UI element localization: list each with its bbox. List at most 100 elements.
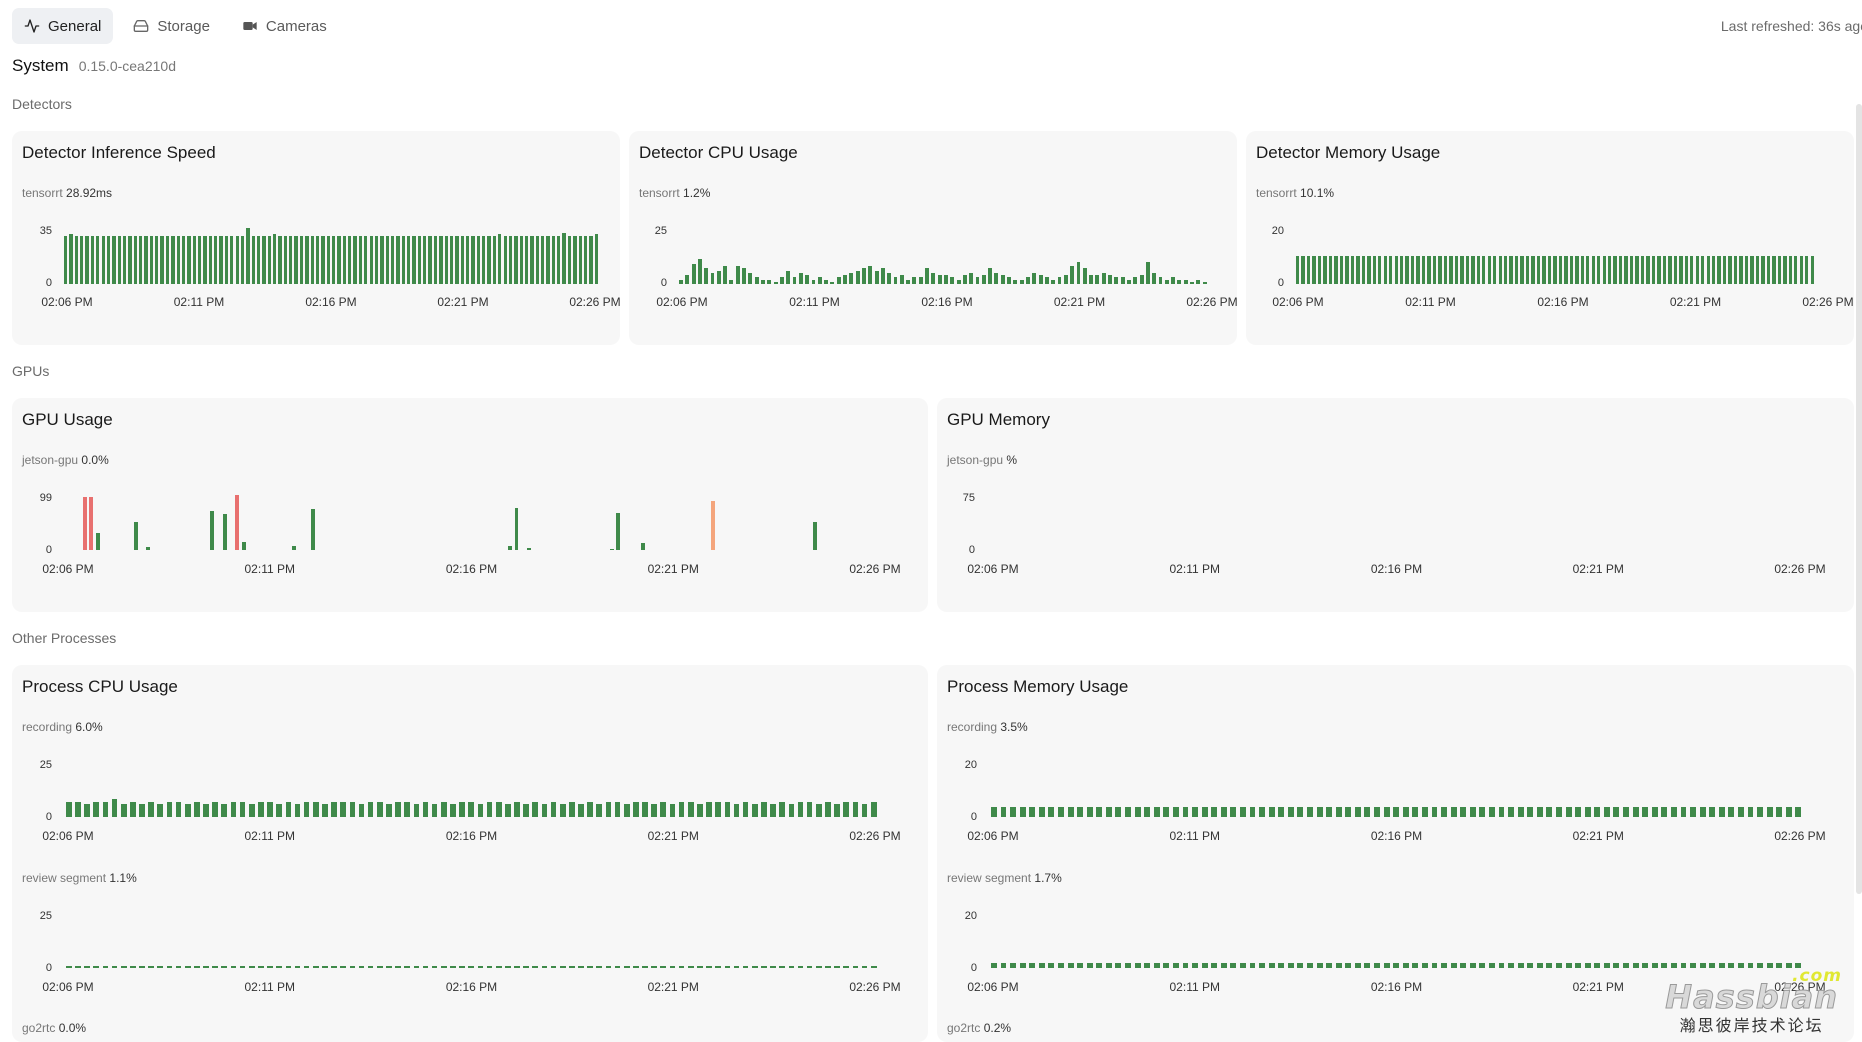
chart-bar (532, 965, 539, 968)
chart-bar (468, 965, 475, 968)
chart-bar (1230, 807, 1237, 817)
chart-bar (423, 236, 427, 284)
chart-bar (349, 801, 356, 817)
chart-bar (1307, 963, 1313, 968)
chart-bar (706, 965, 712, 968)
chart-bar (311, 509, 316, 550)
chart-bar (1662, 256, 1667, 284)
chart-bar (466, 236, 470, 284)
chart-bar (587, 965, 593, 968)
chart-bar (401, 236, 405, 284)
x-tick-label: 02:26 PM (1774, 980, 1826, 994)
chart-bar (476, 236, 481, 284)
chart-bar (1323, 256, 1327, 284)
chart-bar (380, 236, 384, 284)
series-name: jetson-gpu (947, 453, 1004, 467)
x-tick-label: 02:06 PM (967, 980, 1019, 994)
chart-bar (1757, 963, 1764, 968)
chart-bar (1603, 963, 1610, 968)
chart-bar (1712, 256, 1716, 284)
chart-bar (1783, 256, 1787, 284)
bar-area (679, 228, 1209, 284)
chart-bar (1249, 963, 1256, 968)
tab-cameras[interactable]: Cameras (230, 8, 339, 44)
chart-bar (893, 277, 898, 284)
chart-bar (1536, 807, 1543, 817)
chart-bar (348, 236, 352, 284)
chart-bar (303, 801, 310, 817)
chart-bar (843, 801, 850, 817)
chart-bar (906, 279, 911, 284)
x-tick-label: 02:21 PM (647, 562, 699, 576)
card-gpu-usage: GPU Usage jetson-gpu 0.0% 99 0 02:06 PM 0… (12, 398, 928, 612)
tab-storage-label: Storage (157, 17, 210, 35)
chart-bar (1591, 256, 1595, 284)
card-title: GPU Memory (947, 410, 1050, 429)
activity-icon (24, 19, 40, 33)
chart-bar (273, 234, 277, 284)
chart-bar (331, 801, 337, 817)
chart-bar (1172, 963, 1179, 968)
series-label: tensorrt 10.1% (1256, 186, 1334, 200)
chart-bar (471, 236, 475, 284)
chart-bar (1177, 279, 1182, 284)
x-tick-label: 02:11 PM (1169, 980, 1220, 994)
chart-bar (1089, 275, 1094, 284)
chart-bar (508, 545, 513, 550)
chart-bar (1629, 256, 1634, 284)
chart-bar (1044, 277, 1049, 284)
chart-bar (369, 236, 373, 284)
chart-bar (239, 801, 246, 817)
chart-bar (1383, 256, 1387, 284)
chart-bar (1249, 807, 1256, 817)
chart-bar (146, 546, 151, 550)
chart-bar (1441, 963, 1448, 968)
chart-bar (1115, 963, 1122, 968)
tab-storage[interactable]: Storage (121, 8, 222, 44)
vertical-scrollbar[interactable] (1856, 104, 1862, 894)
series-value: 1.2% (683, 186, 711, 200)
chart-bar (1345, 807, 1352, 817)
chart-bar (1134, 963, 1141, 968)
chart-bar (770, 803, 776, 817)
chart-bar (1145, 261, 1150, 284)
series-name: review segment (22, 871, 107, 885)
chart-bar (444, 236, 448, 284)
chart-bar (342, 236, 347, 284)
card-detector-memory: Detector Memory Usage tensorrt 10.1% 20 … (1246, 131, 1854, 345)
chart-bar (276, 803, 283, 817)
chart-bar (1569, 256, 1574, 284)
chart-bar (1580, 256, 1585, 284)
chart-bar (1737, 807, 1744, 817)
chart-bar (1048, 963, 1055, 968)
x-tick-label: 02:26 PM (849, 829, 901, 843)
chart-bar (1297, 807, 1304, 817)
chart-bar (1296, 256, 1300, 284)
chart-bar (830, 281, 835, 284)
chart-bar (1476, 256, 1481, 284)
tab-general[interactable]: General (12, 8, 114, 44)
card-process-cpu: Process CPU Usage go2rtc 0.0% recording … (12, 665, 928, 1042)
chart-bar (811, 279, 816, 284)
chart-bar (192, 236, 196, 284)
chart-bar (788, 803, 795, 817)
chart-bar (1067, 963, 1074, 968)
series-name: jetson-gpu (22, 453, 79, 467)
chart-bar (1488, 963, 1495, 968)
chart-bar (83, 497, 87, 550)
chart-bar (1144, 807, 1151, 817)
chart-bar (1661, 807, 1668, 817)
chart-bar (770, 965, 776, 968)
x-tick-label: 02:11 PM (1169, 829, 1220, 843)
x-tick-label: 02:21 PM (1572, 562, 1624, 576)
chart-bar (1316, 963, 1323, 968)
chart-bar (267, 965, 273, 968)
chart-bar (1717, 256, 1721, 284)
chart-bar (292, 545, 297, 550)
x-tick-label: 02:16 PM (1370, 980, 1423, 994)
chart-bar (1421, 963, 1428, 968)
chart-bar (1164, 279, 1169, 284)
chart-bar (396, 236, 400, 284)
chart-bar (1114, 277, 1119, 284)
chart-bar (1575, 963, 1582, 968)
